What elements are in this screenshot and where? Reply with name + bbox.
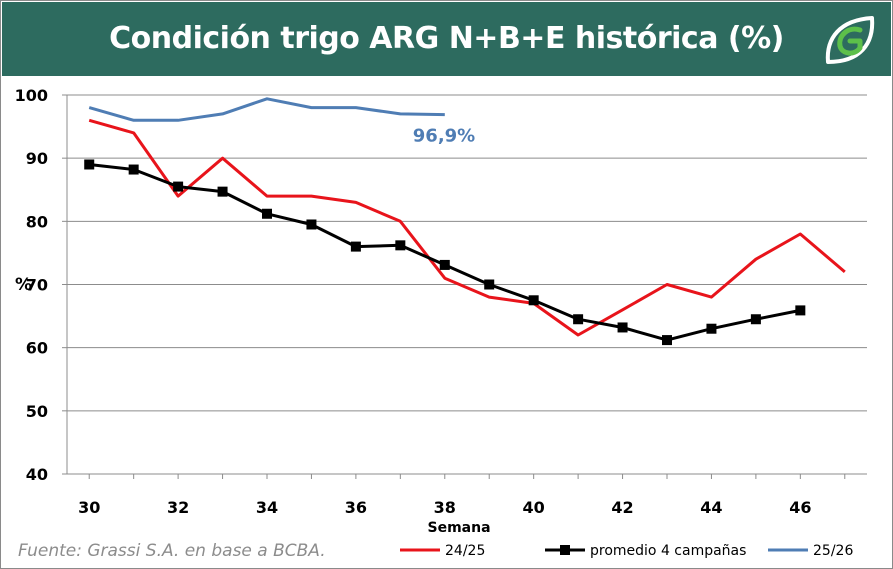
data-point [84, 159, 95, 170]
data-point [706, 323, 717, 334]
series-line-0 [88, 118, 846, 337]
chart-title: Condición trigo ARG N+B+E histórica (%) [109, 21, 784, 56]
legend-marker [560, 545, 570, 555]
legend-entry: 24/25 [445, 543, 485, 559]
y-tick-label: 60 [26, 339, 48, 358]
y-axis-label: % [15, 275, 32, 295]
data-point [750, 314, 761, 325]
leaf-g-logo-icon [825, 16, 875, 64]
series-line-1 [89, 163, 801, 342]
legend-entry: promedio 4 campañas [590, 543, 746, 559]
data-point [528, 295, 539, 306]
y-tick-label: 90 [26, 149, 48, 168]
source-note: Fuente: Grassi S.A. en base a BCBA. [18, 541, 326, 561]
data-point [306, 219, 317, 230]
annotation-label: 96,9% [413, 126, 475, 147]
x-tick-label: 46 [789, 498, 811, 517]
y-tick-label: 70 [26, 276, 48, 295]
x-tick-label: 30 [78, 498, 100, 517]
x-tick-label: 44 [700, 498, 722, 517]
series-line-2 [88, 97, 445, 122]
x-tick-label: 32 [167, 498, 189, 517]
data-point [395, 240, 406, 251]
data-point [484, 279, 495, 290]
y-tick-label: 100 [15, 86, 48, 105]
data-point [217, 186, 228, 197]
x-tick-label: 38 [434, 498, 456, 517]
data-point [173, 181, 184, 192]
y-tick-label: 40 [26, 465, 48, 484]
x-tick-label: 40 [523, 498, 545, 517]
data-point [662, 335, 672, 346]
data-point [262, 208, 272, 219]
data-point [128, 164, 139, 175]
data-point [617, 322, 628, 333]
data-point [439, 259, 450, 270]
x-tick-label: 36 [345, 498, 367, 517]
x-axis-label: Semana [427, 520, 490, 536]
data-point [350, 241, 361, 252]
x-tick-label: 42 [611, 498, 633, 517]
y-tick-label: 80 [26, 212, 48, 231]
header-banner: Condición trigo ARG N+B+E histórica (%) [2, 2, 891, 76]
data-point [573, 314, 584, 325]
x-tick-label: 34 [256, 498, 278, 517]
legend-entry: 25/26 [813, 543, 853, 559]
y-tick-label: 50 [26, 402, 48, 421]
data-point [795, 305, 806, 316]
